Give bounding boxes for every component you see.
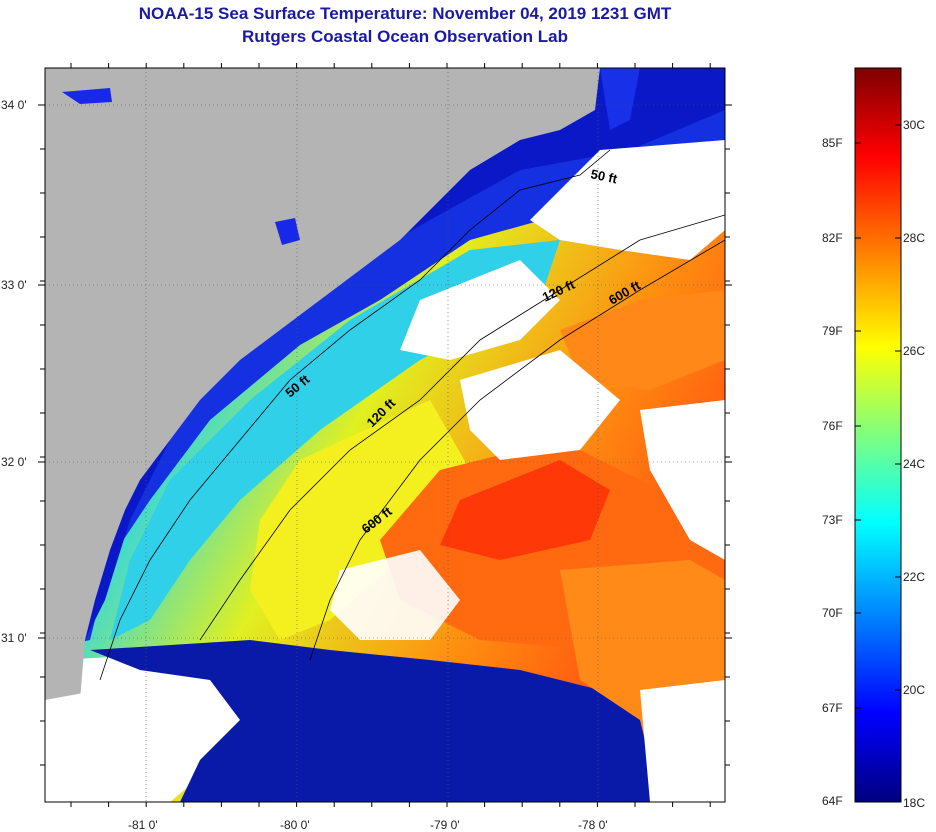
axis-ticks bbox=[38, 63, 732, 807]
colorbar-label-c: 22C bbox=[903, 570, 926, 584]
lat-label: 34 0' bbox=[1, 98, 27, 112]
colorbar-label-c: 18C bbox=[903, 796, 926, 810]
cloud-patch bbox=[400, 260, 560, 360]
cloud-patch bbox=[640, 680, 725, 802]
colorbar-label-f: 82F bbox=[822, 231, 843, 245]
colorbar-label-f: 67F bbox=[822, 701, 843, 715]
warm-shelf-water bbox=[250, 400, 470, 640]
map-title: NOAA-15 Sea Surface Temperature: Novembe… bbox=[138, 4, 672, 23]
lat-lon-grid bbox=[45, 68, 725, 802]
colorbar-label-c: 20C bbox=[903, 683, 926, 697]
colorbar-label-c: 24C bbox=[903, 457, 926, 471]
colorbar-label-f: 79F bbox=[822, 324, 843, 338]
map-frame bbox=[44, 67, 726, 803]
lon-label: -78 0' bbox=[578, 818, 608, 832]
map-subtitle: Rutgers Coastal Ocean Observation Lab bbox=[242, 27, 568, 46]
cloud-patch bbox=[460, 350, 620, 460]
colorbar-label-f: 64F bbox=[822, 794, 843, 808]
inland-lake bbox=[275, 218, 300, 245]
colorbar-label-c: 26C bbox=[903, 344, 926, 358]
contour-600ft bbox=[309, 239, 725, 661]
colorbar-ticks bbox=[855, 124, 901, 709]
cape-water bbox=[600, 68, 640, 130]
land-mass bbox=[45, 68, 600, 802]
lat-label: 31 0' bbox=[1, 631, 27, 645]
cloud-over-land bbox=[45, 690, 110, 802]
offshore-warm bbox=[560, 290, 725, 390]
inland-lake bbox=[62, 88, 112, 104]
contour-50ft bbox=[99, 149, 611, 681]
colorbar-label-f: 85F bbox=[822, 136, 843, 150]
colorbar bbox=[854, 67, 902, 803]
colorbar-label-f: 70F bbox=[822, 606, 843, 620]
colorbar-label-c: 30C bbox=[903, 118, 926, 132]
colorbar-label-f: 73F bbox=[822, 513, 843, 527]
lon-label: -81 0' bbox=[128, 818, 158, 832]
lat-label: 32 0' bbox=[1, 455, 27, 469]
contour-label: 50 ft bbox=[589, 166, 619, 186]
contour-120ft bbox=[199, 214, 725, 641]
cloud-patch bbox=[640, 400, 725, 560]
lat-label: 33 0' bbox=[1, 278, 27, 292]
colorbar-label-c: 28C bbox=[903, 231, 926, 245]
lon-label: -80 0' bbox=[280, 818, 310, 832]
colorbar-label-f: 76F bbox=[822, 419, 843, 433]
lon-label: -79 0' bbox=[430, 818, 460, 832]
gulf-stream-core bbox=[440, 460, 610, 560]
cloud-patch bbox=[330, 550, 460, 640]
cold-southern-water bbox=[90, 640, 650, 802]
cloud-patch bbox=[530, 140, 725, 260]
